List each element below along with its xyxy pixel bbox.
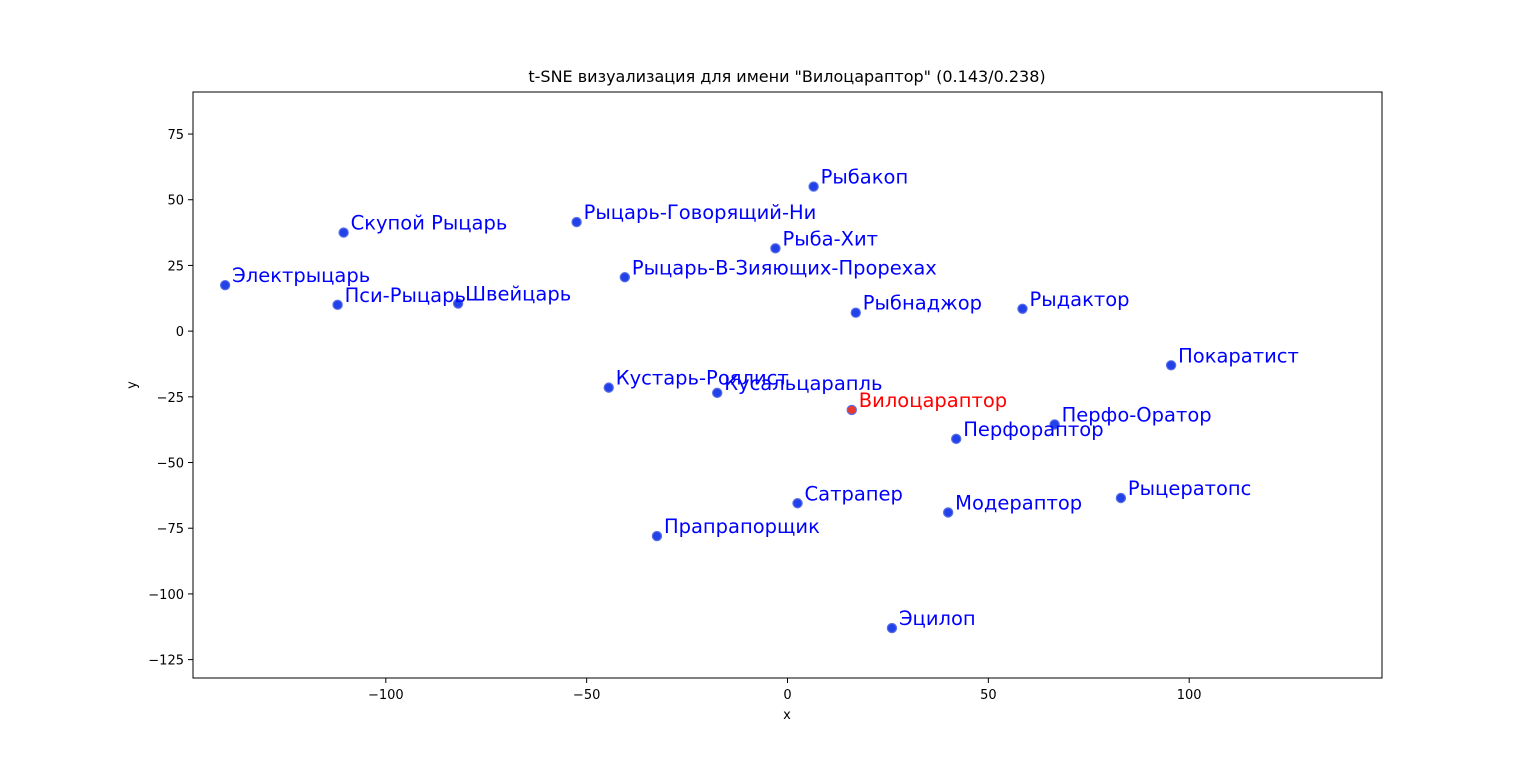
point-label: Прапрапорщик bbox=[664, 515, 820, 538]
y-tick-label: 50 bbox=[167, 194, 184, 209]
data-point bbox=[571, 216, 582, 228]
point-label: Модераптор bbox=[955, 491, 1082, 514]
point-label: Рыдактор bbox=[1029, 288, 1129, 311]
data-point bbox=[792, 498, 803, 509]
data-point bbox=[1165, 360, 1177, 371]
data-point bbox=[332, 299, 343, 311]
data-point bbox=[1115, 492, 1127, 504]
point-label: Рыцарь-В-Зияющих-Прорехах bbox=[632, 256, 937, 279]
point-label: Кустарь-Роялист bbox=[616, 367, 789, 390]
highlighted-point bbox=[846, 404, 857, 416]
x-axis-label: x bbox=[783, 708, 791, 723]
point-label: Рыба-Хит bbox=[782, 227, 878, 250]
x-tick-label: 0 bbox=[783, 688, 791, 703]
data-point bbox=[1017, 303, 1028, 314]
point-label: Перфораптор bbox=[963, 418, 1103, 441]
x-tick-label: −100 bbox=[368, 688, 404, 703]
data-point bbox=[951, 433, 962, 445]
data-point bbox=[942, 507, 954, 518]
data-point bbox=[886, 622, 898, 634]
data-point bbox=[219, 279, 231, 291]
point-label: Электрыцарь bbox=[232, 264, 370, 287]
point-label: Рыбнаджор bbox=[863, 292, 982, 315]
point-label: Эцилоп bbox=[899, 607, 976, 630]
x-tick-label: −50 bbox=[573, 688, 600, 703]
data-point bbox=[619, 272, 631, 283]
y-tick-label: −75 bbox=[157, 522, 184, 537]
y-tick-label: −100 bbox=[148, 588, 184, 603]
data-point bbox=[808, 181, 819, 192]
point-label: Кусальцарапль bbox=[724, 372, 882, 395]
y-tick-label: 75 bbox=[167, 128, 184, 143]
y-tick-label: 0 bbox=[176, 325, 184, 340]
labels-layer: Рыбакоп Скупой Рыцарь Рыцарь-Говорящий-Ни Р… bbox=[232, 166, 1299, 630]
data-point bbox=[850, 307, 861, 318]
point-label: Рыцарь-Говорящий-Ни bbox=[584, 201, 817, 224]
data-point bbox=[603, 382, 614, 393]
y-tick-label: −25 bbox=[157, 391, 184, 406]
x-tick-label: 50 bbox=[980, 688, 997, 703]
y-axis: −125 −100 −75 −50 −25 0 25 50 75 bbox=[148, 128, 193, 669]
point-label: Скупой Рыцарь bbox=[351, 212, 508, 235]
y-tick-label: −50 bbox=[157, 457, 184, 472]
y-axis-label: y bbox=[125, 381, 140, 389]
highlighted-point-label: Вилоцараптор bbox=[859, 389, 1007, 412]
chart-title: t-SNE визуализация для имени "Вилоцарапт… bbox=[528, 67, 1045, 86]
y-tick-label: −125 bbox=[148, 654, 184, 669]
x-tick-label: 100 bbox=[1177, 688, 1202, 703]
points-layer bbox=[219, 181, 1177, 634]
data-point bbox=[1049, 419, 1060, 430]
x-axis: −100 −50 0 50 100 bbox=[368, 678, 1202, 703]
point-label: Рыцератопс bbox=[1128, 477, 1252, 500]
point-label: Сатрапер bbox=[805, 482, 903, 505]
data-point bbox=[770, 243, 781, 254]
y-tick-label: 25 bbox=[167, 259, 184, 274]
point-label: Рыбакоп bbox=[821, 166, 909, 189]
point-label: Покаратист bbox=[1178, 344, 1299, 367]
data-point bbox=[712, 387, 723, 399]
data-point bbox=[338, 227, 349, 238]
point-label: Пси-Рыцарь bbox=[345, 284, 466, 307]
data-point bbox=[452, 298, 464, 309]
point-label: Швейцарь bbox=[465, 283, 571, 306]
data-point bbox=[651, 530, 663, 542]
point-label: Перфо-Оратор bbox=[1062, 403, 1212, 426]
